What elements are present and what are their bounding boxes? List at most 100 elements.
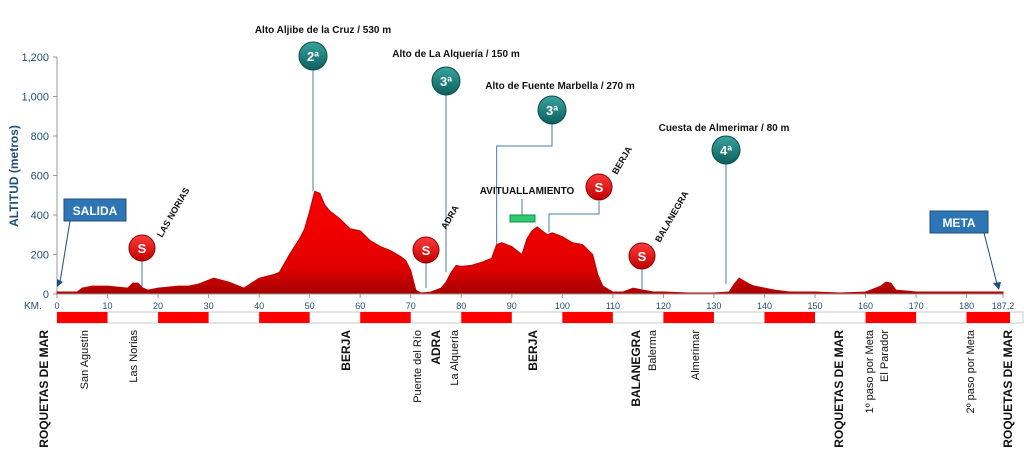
elevation-series — [56, 190, 1004, 295]
sprint-badge — [128, 234, 156, 262]
sprint-place-label: BALANEGRA — [653, 189, 691, 244]
start-label: SALIDA — [73, 204, 118, 218]
place-label: Las Norias — [128, 330, 140, 383]
x-tick-label: 187,2 — [992, 301, 1015, 311]
sprint-badge-label: S — [138, 241, 147, 256]
place-label: San Agustín — [79, 330, 91, 389]
place-label: Balerma — [647, 329, 659, 371]
finish-box — [929, 210, 989, 234]
y-tick-label: 0 — [43, 289, 49, 301]
y-axis: 0 200 400 600 800 1,000 1,200 — [21, 52, 58, 301]
start-finish: SALIDA META — [57, 198, 1001, 290]
climb-category-label: 3ª — [440, 74, 452, 89]
strip-segment — [663, 312, 714, 323]
x-tick-label: 140 — [757, 301, 772, 311]
sprint-leader — [548, 201, 600, 232]
start-arrow-head — [57, 279, 63, 287]
x-tick-label: 170 — [909, 301, 924, 311]
elevation-area — [56, 190, 1004, 295]
strip-segment — [865, 312, 917, 323]
strip-segment — [966, 312, 1010, 323]
place-label: El Parador — [879, 330, 891, 382]
sprint-badge — [628, 242, 656, 270]
strip-segment — [360, 312, 411, 323]
start-arrow — [59, 220, 71, 283]
x-tick-label: 20 — [153, 301, 163, 311]
finish-label: META — [942, 216, 975, 230]
x-tick-label: 160 — [858, 301, 873, 311]
x-tick-label: 10 — [103, 301, 113, 311]
start-box — [63, 198, 127, 222]
sprint-place-label: ADRA — [439, 203, 461, 231]
finish-arrow — [983, 232, 998, 285]
sprint-place-label: BERJA — [610, 144, 634, 176]
x-axis-label: KM. — [24, 301, 42, 312]
place-label-major: ADRA — [429, 330, 443, 365]
climb-name-label: Alto Aljibe de la Cruz / 530 m — [255, 25, 391, 36]
place-label: La Alquería — [449, 329, 461, 386]
place-names: ROQUETAS DE MAR San Agustín Las Norias BERJ… — [37, 329, 1015, 448]
strip-segment — [764, 312, 816, 323]
strip-segment — [259, 312, 310, 323]
x-tick-label: 80 — [456, 301, 466, 311]
y-tick-label: 1,000 — [21, 92, 49, 104]
sprint-badge-label: S — [422, 243, 431, 258]
place-label: Almerimar — [690, 330, 702, 380]
climb-category-badge — [537, 95, 567, 125]
strip-segment — [562, 312, 613, 323]
climb-category-badge — [431, 66, 461, 96]
place-label-major: BERJA — [526, 330, 540, 371]
place-label-major: ROQUETAS DE MAR — [1001, 330, 1015, 448]
y-axis-label: ALTITUD (metros) — [7, 125, 21, 227]
climb-category-badge — [711, 135, 741, 165]
place-label-major: ROQUETAS DE MAR — [832, 330, 846, 448]
climb-category-badge — [298, 41, 328, 71]
climb-category-label: 4ª — [720, 143, 732, 158]
x-tick-label: 40 — [254, 301, 264, 311]
climb-leader — [496, 124, 553, 245]
y-tick-label: 600 — [31, 171, 49, 183]
climb-name-label: Alto de Fuente Marbella / 270 m — [485, 81, 635, 92]
climb-category-label: 2ª — [307, 49, 319, 64]
climbs-layer: 2ª Alto Aljibe de la Cruz / 530 m 3ª Alto d… — [255, 25, 790, 285]
x-tick-label: 90 — [507, 301, 517, 311]
climb-category-label: 3ª — [546, 103, 558, 118]
sprint-badge-label: S — [638, 249, 647, 264]
x-tick-label: 0 — [54, 301, 59, 311]
y-tick-label: 800 — [31, 131, 49, 143]
x-tick-label: 150 — [807, 301, 822, 311]
climb-name-label: Cuesta de Almerimar / 80 m — [659, 123, 790, 134]
x-tick-label: 50 — [305, 301, 315, 311]
sprint-badge-label: S — [595, 180, 604, 195]
y-tick-label: 400 — [31, 210, 49, 222]
feed-zone-marker — [509, 214, 536, 223]
x-tick-label: 70 — [406, 301, 416, 311]
place-label: 2º paso por Meta — [965, 329, 977, 413]
place-label-major: BALANEGRA — [629, 330, 643, 407]
sprint-badge — [412, 236, 440, 264]
strip-segment — [57, 312, 108, 323]
x-tick-label: 110 — [606, 301, 620, 311]
x-tick-label: 180 — [959, 301, 974, 311]
strip-segment — [158, 312, 209, 323]
strip-segment — [461, 312, 512, 323]
x-tick-label: 100 — [555, 301, 570, 311]
place-label: Puente del Río — [412, 330, 424, 403]
x-tick-label: 30 — [204, 301, 214, 311]
place-label-major: ROQUETAS DE MAR — [37, 330, 51, 448]
place-label-major: BERJA — [339, 330, 353, 371]
km-bar-strip — [56, 311, 1024, 324]
feed-zone: AVITUALLAMIENTO — [480, 186, 575, 223]
y-tick-label: 200 — [31, 250, 49, 262]
y-tick-label: 1,200 — [21, 52, 49, 64]
sprint-badge — [585, 173, 613, 201]
x-tick-label: 130 — [706, 301, 721, 311]
x-tick-label: 120 — [656, 301, 671, 311]
feed-zone-label: AVITUALLAMIENTO — [480, 186, 575, 197]
x-tick-label: 60 — [355, 301, 365, 311]
place-label: 1º paso por Meta — [864, 329, 876, 413]
sprint-place-label: LAS NORIAS — [155, 186, 191, 239]
x-axis: KM. 0 10 20 30 40 50 60 70 80 90 100 110 120 130 140 150… — [24, 293, 1015, 312]
finish-arrow-head — [993, 282, 1001, 290]
